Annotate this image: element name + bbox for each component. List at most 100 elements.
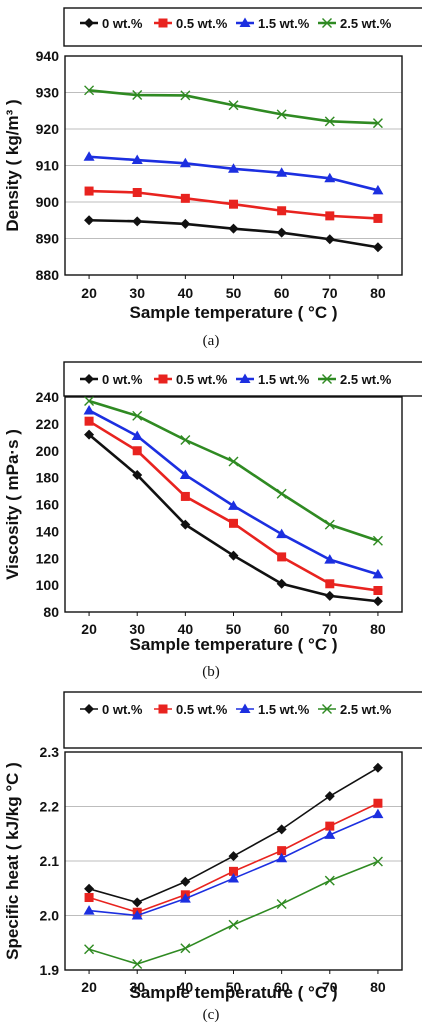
data-point: [372, 184, 384, 195]
x-axis-label: Sample temperature ( °C ): [129, 983, 337, 1002]
panel-caption: (c): [203, 1007, 220, 1023]
legend-marker: [84, 18, 94, 28]
legend-label: 0 wt.%: [102, 702, 143, 717]
legend-marker: [322, 18, 332, 28]
y-tick-label: 2.3: [40, 744, 60, 760]
data-point: [372, 762, 383, 773]
legend-item-0-wt: 0 wt.%: [80, 702, 143, 717]
data-point: [228, 100, 239, 111]
data-point: [84, 944, 95, 955]
legend-item-2-5-wt: 2.5 wt.%: [318, 372, 392, 387]
series-1-5-wt: [83, 808, 384, 920]
data-point: [276, 528, 288, 539]
y-axis-label: Viscosity ( mPa·s ): [3, 429, 22, 580]
data-point: [372, 118, 383, 129]
series-line: [88, 89, 378, 125]
x-tick-label: 30: [129, 621, 145, 637]
data-point: [84, 396, 95, 407]
legend-item-1-5-wt: 1.5 wt.%: [236, 372, 310, 387]
data-point: [277, 552, 287, 562]
data-point: [180, 435, 191, 445]
data-point: [83, 404, 95, 415]
x-tick-label: 80: [370, 621, 386, 637]
series-line: [88, 155, 379, 192]
data-point: [276, 578, 287, 589]
data-point: [372, 535, 383, 546]
data-point: [373, 798, 383, 808]
legend-marker: [84, 374, 94, 384]
legend-label: 0.5 wt.%: [176, 16, 228, 31]
data-point: [132, 410, 143, 421]
panel-caption: (a): [203, 333, 220, 349]
data-point: [132, 897, 143, 908]
legend-marker: [158, 704, 168, 714]
data-point: [372, 242, 383, 253]
x-tick-label: 40: [178, 979, 194, 995]
data-point: [180, 90, 191, 101]
data-point: [324, 875, 335, 886]
y-tick-label: 80: [43, 604, 59, 620]
x-tick-label: 40: [178, 621, 194, 637]
data-point: [372, 596, 383, 607]
y-tick-label: 940: [36, 48, 60, 64]
series-0-wt: [84, 215, 383, 253]
series-line: [88, 409, 379, 576]
data-point: [324, 791, 335, 802]
series-2-5-wt: [84, 85, 383, 129]
data-point: [179, 157, 191, 168]
data-point: [84, 85, 95, 96]
y-tick-label: 160: [36, 497, 60, 513]
data-point: [131, 154, 143, 165]
data-point: [325, 821, 335, 831]
legend-label: 1.5 wt.%: [258, 16, 310, 31]
legend-item-0-5-wt: 0.5 wt.%: [154, 702, 228, 717]
legend: 0 wt.% 0.5 wt.% 1.5 wt.% 2.5 wt.%: [63, 7, 422, 47]
legend-label: 2.5 wt.%: [340, 702, 392, 717]
y-tick-label: 910: [36, 158, 60, 174]
legend-marker: [322, 704, 332, 714]
x-tick-label: 20: [81, 285, 97, 301]
legend-item-0-wt: 0 wt.%: [80, 16, 143, 31]
y-tick-label: 2.0: [40, 908, 60, 924]
x-tick-label: 80: [370, 285, 386, 301]
legend-label: 0 wt.%: [102, 372, 143, 387]
y-tick-label: 1.9: [40, 962, 60, 978]
y-tick-label: 140: [36, 523, 60, 539]
data-point: [324, 116, 335, 127]
x-tick-label: 20: [81, 979, 97, 995]
series-2-5-wt: [84, 396, 383, 546]
legend: 0 wt.% 0.5 wt.% 1.5 wt.% 2.5 wt.%: [63, 691, 422, 749]
y-axis-label: Specific heat ( kJ/kg °C ): [3, 762, 22, 960]
series-2-5-wt: [84, 856, 383, 969]
legend-marker: [239, 703, 251, 713]
data-point: [180, 491, 190, 501]
data-point: [132, 469, 143, 480]
data-point: [372, 808, 384, 819]
data-point: [373, 213, 383, 223]
data-point: [132, 216, 143, 227]
legend-label: 2.5 wt.%: [340, 372, 392, 387]
data-point: [84, 883, 95, 894]
data-point: [372, 856, 383, 867]
data-point: [84, 416, 94, 426]
data-point: [276, 167, 288, 177]
legend-item-0-5-wt: 0.5 wt.%: [154, 372, 228, 387]
data-point: [228, 550, 239, 561]
data-point: [228, 872, 239, 883]
data-point: [324, 829, 336, 839]
chart-panel-c: 1.9 2.0 2.1 2.2 2.3 20 30 40 50 60 70 80 Sample temp…: [3, 691, 422, 1023]
legend-label: 0.5 wt.%: [176, 372, 228, 387]
legend-label: 1.5 wt.%: [258, 702, 310, 717]
data-point: [276, 824, 287, 835]
y-tick-label: 120: [36, 550, 60, 566]
x-tick-label: 20: [81, 621, 97, 637]
y-tick-label: 890: [36, 231, 60, 247]
data-point: [324, 519, 335, 530]
legend-item-1-5-wt: 1.5 wt.%: [236, 16, 310, 31]
legend-label: 2.5 wt.%: [340, 16, 392, 31]
legend-marker: [158, 18, 168, 28]
data-point: [228, 163, 239, 173]
data-point: [228, 919, 239, 930]
data-point: [276, 899, 287, 910]
